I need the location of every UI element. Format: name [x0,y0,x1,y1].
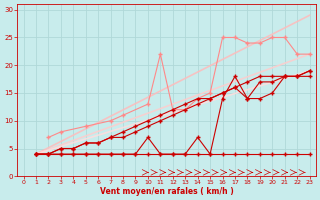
X-axis label: Vent moyen/en rafales ( km/h ): Vent moyen/en rafales ( km/h ) [100,187,234,196]
